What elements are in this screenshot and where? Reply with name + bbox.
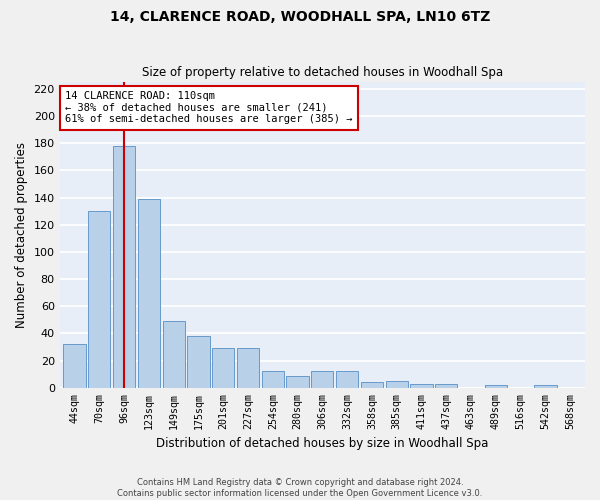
Bar: [262, 372, 284, 388]
Text: 14 CLARENCE ROAD: 110sqm
← 38% of detached houses are smaller (241)
61% of semi-: 14 CLARENCE ROAD: 110sqm ← 38% of detach…: [65, 91, 352, 124]
Bar: [386, 381, 408, 388]
Bar: [138, 199, 160, 388]
Bar: [187, 336, 209, 388]
Bar: [410, 384, 433, 388]
X-axis label: Distribution of detached houses by size in Woodhall Spa: Distribution of detached houses by size …: [156, 437, 488, 450]
Bar: [113, 146, 135, 388]
Bar: [163, 321, 185, 388]
Bar: [311, 372, 334, 388]
Text: Contains HM Land Registry data © Crown copyright and database right 2024.
Contai: Contains HM Land Registry data © Crown c…: [118, 478, 482, 498]
Bar: [64, 344, 86, 388]
Bar: [88, 211, 110, 388]
Bar: [534, 385, 557, 388]
Bar: [485, 385, 507, 388]
Bar: [336, 372, 358, 388]
Text: 14, CLARENCE ROAD, WOODHALL SPA, LN10 6TZ: 14, CLARENCE ROAD, WOODHALL SPA, LN10 6T…: [110, 10, 490, 24]
Y-axis label: Number of detached properties: Number of detached properties: [15, 142, 28, 328]
Bar: [286, 376, 309, 388]
Bar: [361, 382, 383, 388]
Bar: [435, 384, 457, 388]
Bar: [212, 348, 235, 388]
Title: Size of property relative to detached houses in Woodhall Spa: Size of property relative to detached ho…: [142, 66, 503, 80]
Bar: [237, 348, 259, 388]
